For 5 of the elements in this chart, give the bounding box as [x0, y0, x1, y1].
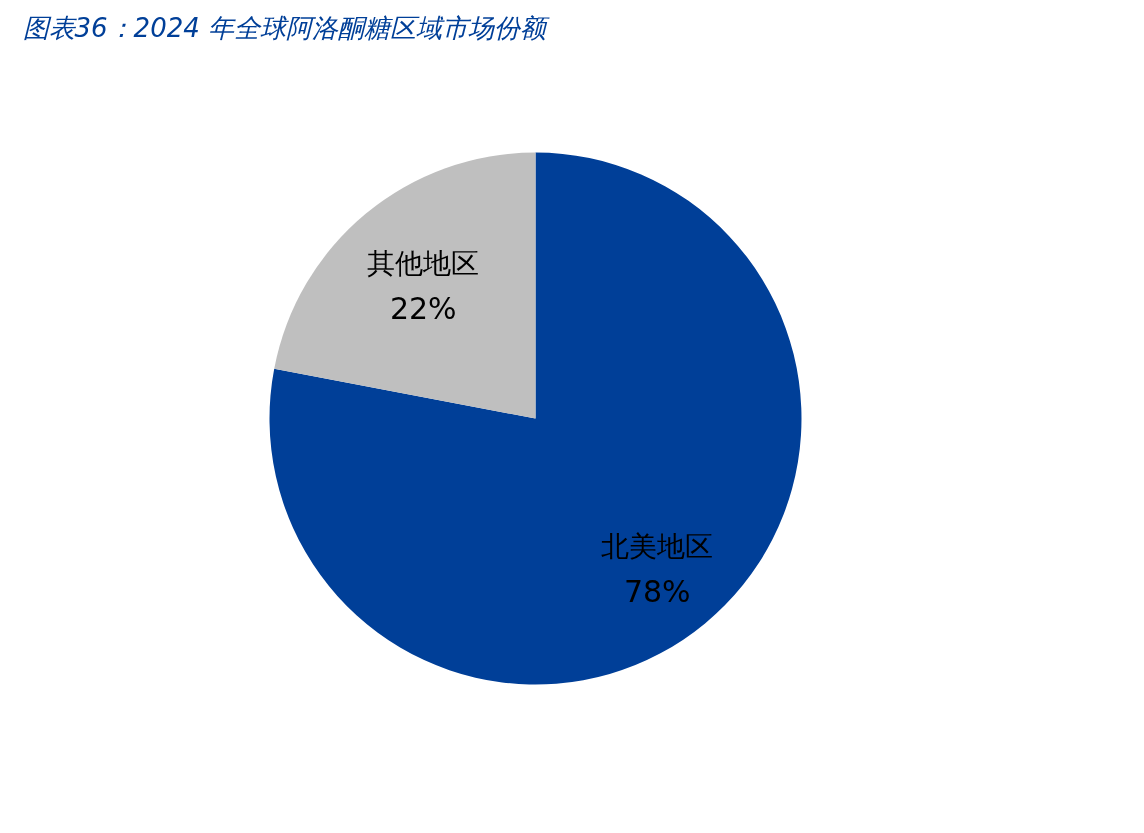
slice-label: 其他地区	[367, 247, 480, 281]
data-label: 22%	[389, 290, 457, 326]
slice-label: 北美地区	[601, 530, 714, 563]
data-label: 78%	[623, 573, 691, 609]
chart-title: 图表36：2024 年全球阿洛酮糖区域市场份额	[22, 12, 551, 43]
